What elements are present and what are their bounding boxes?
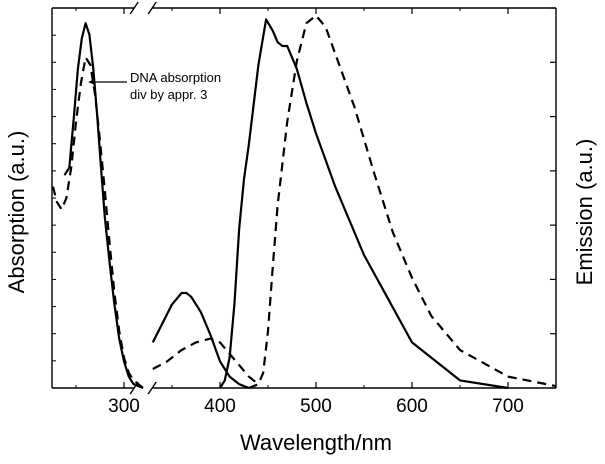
- annotation-arrowhead: [88, 79, 95, 85]
- axis-break-mark-top-0: [129, 1, 139, 15]
- x-tick-label: 700: [492, 396, 524, 417]
- annotation-line2: div by appr. 3: [130, 87, 207, 102]
- plot-lines: [51, 14, 557, 390]
- series-line-5: [248, 14, 557, 390]
- series-line-1: [51, 56, 144, 389]
- annotation-line1: DNA absorption: [130, 70, 221, 85]
- series-line-3: [152, 337, 260, 386]
- y-axis-title-left: Absorption (a.u.): [4, 131, 29, 294]
- series-line-0: [63, 22, 144, 390]
- x-tick-label: 300: [108, 396, 140, 417]
- x-axis-title: Wavelength/nm: [240, 430, 392, 455]
- axis-break-mark-top-1: [147, 1, 157, 15]
- series-line-2: [151, 291, 250, 390]
- series-line-4: [219, 18, 509, 390]
- ticks: 300 400 500 600 700: [52, 7, 557, 417]
- axis-break-mark-bottom-0: [129, 381, 139, 395]
- axis-break-mark-bottom-1: [147, 381, 157, 395]
- x-tick-label: 600: [396, 396, 428, 417]
- x-tick-label: 400: [204, 396, 236, 417]
- y-axis-title-right: Emission (a.u.): [572, 139, 597, 286]
- x-tick-label: 500: [300, 396, 332, 417]
